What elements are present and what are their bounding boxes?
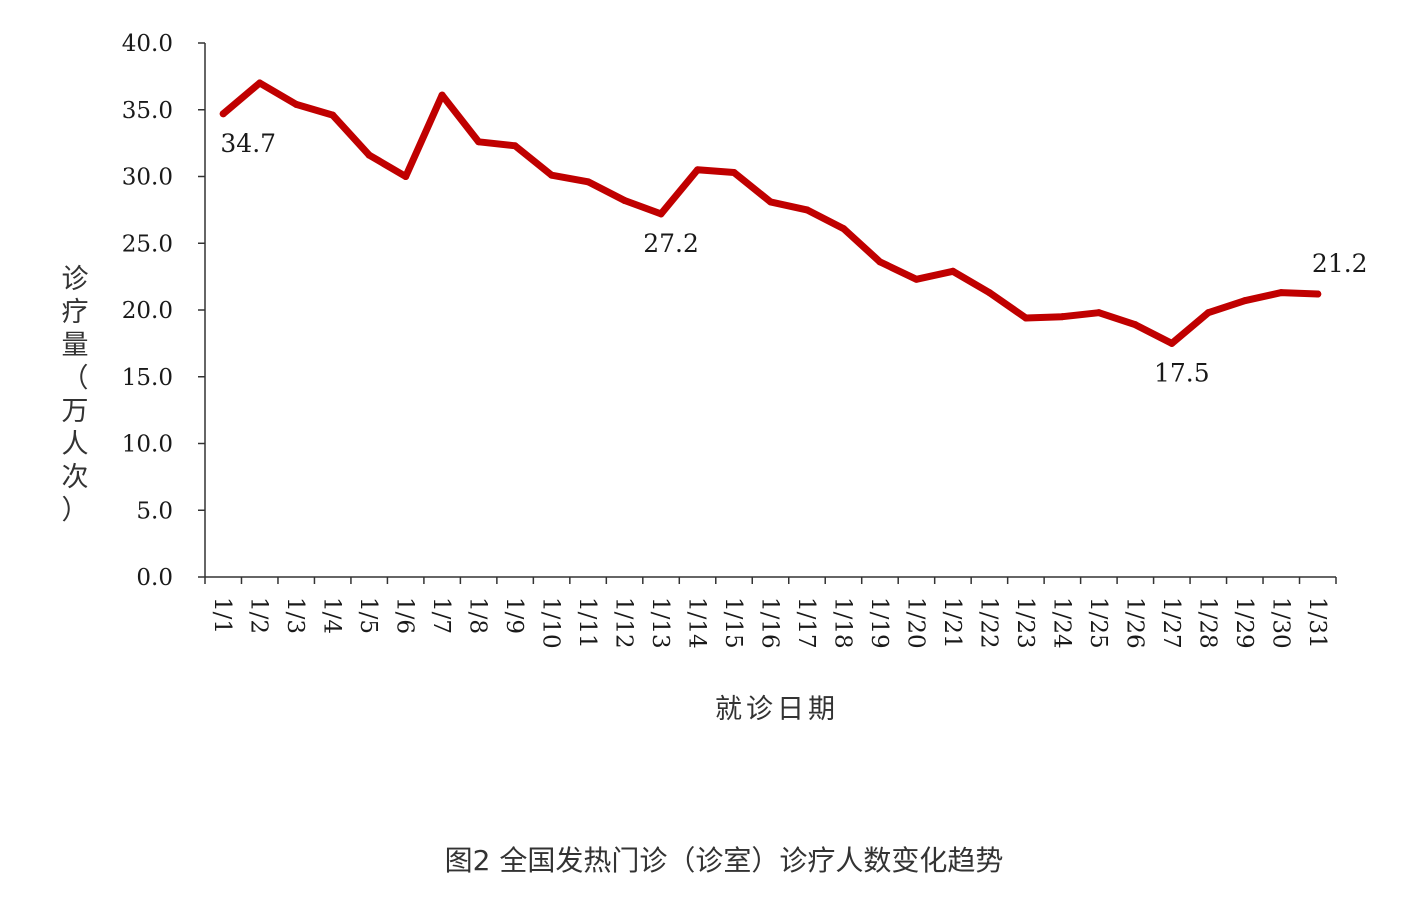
data-point [1204,309,1212,317]
x-tick-label: 1/31 [1304,597,1330,649]
x-tick-label: 1/5 [355,597,381,634]
data-point [292,100,300,108]
x-tick-label: 1/15 [720,597,746,649]
data-label: 17.5 [1154,358,1210,387]
x-tick-label: 1/29 [1231,597,1257,649]
x-tick-label: 1/1 [209,597,235,634]
data-point [1277,289,1285,297]
data-point [694,166,702,174]
y-ticks: 40.0 35.0 30.0 25.0 20.0 15.0 10.0 5.0 0.0 [122,31,205,591]
x-tick-label: 1/10 [538,597,564,649]
x-tick-label: 1/25 [1085,597,1111,649]
y-tick-label: 35.0 [122,98,173,124]
x-tick-label: 1/27 [1158,597,1184,649]
data-point [985,289,993,297]
x-tick-label: 1/30 [1267,597,1293,649]
y-axis-title-char: （ [62,363,89,394]
x-tick-label: 1/26 [1121,597,1147,649]
x-tick-label: 1/12 [611,597,637,649]
x-axis-title: 就诊日期 [715,694,839,725]
y-tick-label: 30.0 [122,165,173,191]
x-tick-label: 1/16 [757,597,783,649]
x-tick-label: 1/28 [1194,597,1220,649]
data-point [1131,321,1139,329]
data-point [767,198,774,206]
x-tick-label: 1/23 [1012,597,1038,649]
y-axis-title: 诊疗量（万人次） [62,264,89,526]
data-point [730,168,738,176]
x-tick-label: 1/22 [975,597,1001,649]
x-tick-label: 1/17 [793,597,819,649]
data-point [1022,314,1030,322]
figure-caption: 图2 全国发热门诊（诊室）诊疗人数变化趋势 [445,844,1004,877]
data-point [402,173,410,180]
data-point [1314,290,1322,298]
x-tick-label: 1/2 [246,597,272,634]
y-axis-title-char: 量 [62,330,89,361]
data-point [219,110,227,118]
x-tick-label: 1/8 [465,597,491,634]
x-tick-label: 1/14 [684,597,710,649]
data-point [1058,313,1066,321]
x-tick-label: 1/11 [574,597,600,649]
data-point [949,267,957,275]
x-tick-label: 1/6 [392,597,418,634]
x-tick-label: 1/18 [829,597,855,649]
data-point [365,151,373,159]
y-tick-label: 15.0 [122,365,173,391]
y-tick-label: 20.0 [122,298,173,324]
x-tick-label: 1/4 [319,597,345,634]
data-label: 34.7 [220,129,276,158]
x-tick-label: 1/3 [282,597,308,634]
x-tick-label: 1/20 [902,597,928,649]
data-point [1168,339,1176,347]
y-tick-label: 40.0 [122,31,173,57]
data-label: 27.2 [643,229,699,258]
y-axis-title-char: ） [62,495,89,526]
y-axis-title-char: 人 [62,429,89,460]
x-ticks: 1/1 1/2 1/3 1/4 1/5 1/6 1/7 1/8 1/9 1/10 1/11 1/12 1… [204,577,1337,649]
data-point [256,79,264,87]
data-label: 21.2 [1312,249,1368,278]
y-tick-label: 5.0 [136,498,173,524]
data-point [839,225,847,233]
y-axis-title-char: 疗 [62,297,89,328]
y-tick-label: 10.0 [122,432,173,458]
y-tick-label: 0.0 [136,565,173,591]
x-tick-label: 1/24 [1048,597,1074,649]
data-point [511,142,519,150]
data-point [621,197,629,205]
data-point [475,138,483,146]
data-point [548,171,556,179]
x-tick-label: 1/13 [647,597,673,649]
data-point [329,111,337,119]
data-point [876,258,884,266]
x-tick-label: 1/21 [939,597,965,649]
data-point [803,206,811,214]
y-axis-title-char: 万 [62,396,89,427]
data-point [657,210,665,218]
y-axis-title-char: 次 [62,462,89,493]
y-tick-label: 25.0 [122,231,173,257]
data-point [584,178,592,186]
annotations: 34.7 27.2 17.5 21.2 [220,129,1367,388]
y-axis-title-char: 诊 [62,264,89,295]
data-point [438,91,446,99]
series-group [219,79,1322,347]
data-point [1241,297,1249,305]
x-tick-label: 1/7 [428,597,454,634]
data-point [1095,309,1103,317]
x-tick-label: 1/9 [501,597,527,634]
series-line-0 [219,79,1322,347]
x-tick-label: 1/19 [866,597,892,649]
data-point [912,275,920,283]
